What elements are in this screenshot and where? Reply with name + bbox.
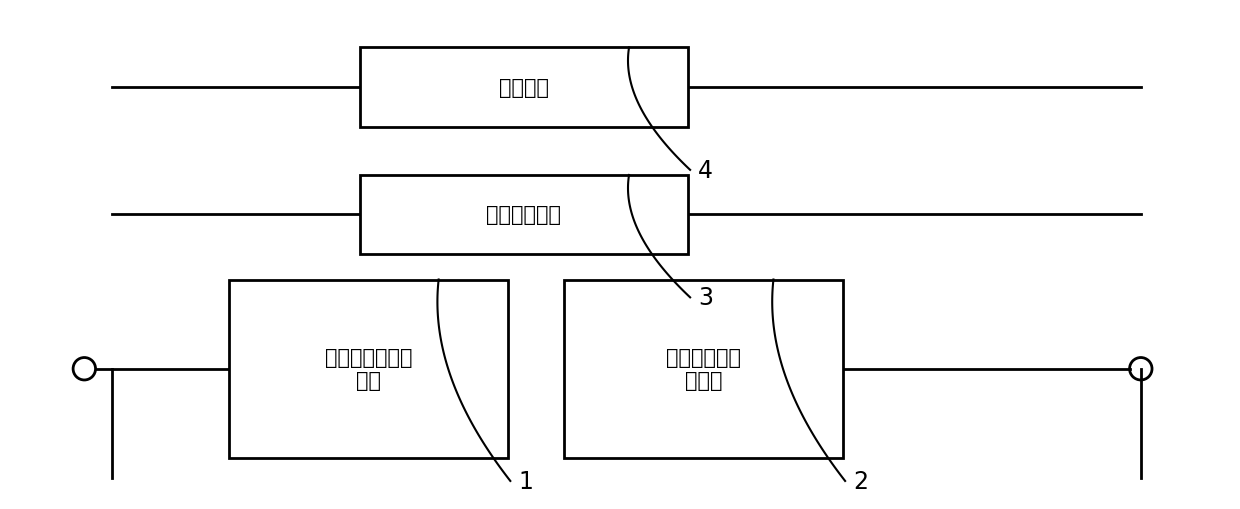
Bar <box>564 280 843 458</box>
Text: 1: 1 <box>518 469 533 493</box>
Text: 吸能单元: 吸能单元 <box>498 78 549 98</box>
Text: 3: 3 <box>698 286 713 310</box>
Text: 电容换流单元: 电容换流单元 <box>486 205 562 225</box>
Text: 辅助半导体开
关单元: 辅助半导体开 关单元 <box>666 348 742 390</box>
Text: 超快速机械开关
单元: 超快速机械开关 单元 <box>325 348 413 390</box>
Bar <box>360 176 688 254</box>
Text: 4: 4 <box>698 158 713 183</box>
Text: 2: 2 <box>853 469 868 493</box>
Bar <box>229 280 508 458</box>
Bar <box>360 48 688 127</box>
